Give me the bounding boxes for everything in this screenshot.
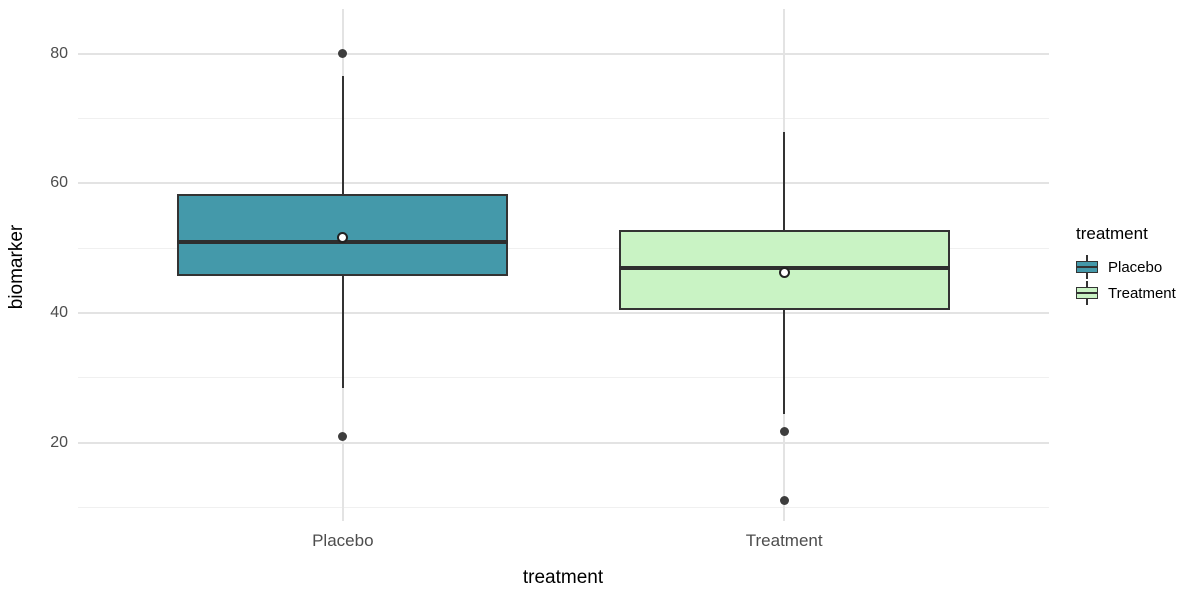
boxplot-key-icon — [1076, 255, 1098, 279]
mean-point — [337, 231, 349, 243]
y-tick-label: 80 — [50, 44, 68, 62]
upper-whisker — [783, 132, 786, 230]
legend-title: treatment — [1076, 224, 1148, 243]
x-tick-label: Treatment — [745, 531, 823, 550]
key-median-line — [1077, 292, 1097, 294]
key-box — [1076, 287, 1098, 299]
outlier-point — [779, 427, 789, 437]
legend: treatment Placebo Treatment — [1076, 224, 1196, 306]
y-major-gridline — [78, 52, 1049, 55]
upper-whisker — [341, 76, 344, 195]
x-axis-title: treatment — [522, 567, 604, 588]
outlier-point — [338, 431, 348, 441]
y-major-gridline — [78, 311, 1049, 314]
y-tick-label: 20 — [50, 433, 68, 451]
y-minor-gridline — [78, 377, 1049, 379]
y-minor-gridline — [78, 506, 1049, 508]
outlier-point — [779, 496, 789, 506]
lower-whisker — [341, 276, 344, 389]
y-major-gridline — [78, 182, 1049, 185]
legend-entry-treatment: Treatment — [1076, 280, 1196, 306]
legend-entry-placebo: Placebo — [1076, 254, 1196, 280]
outlier-point — [338, 49, 348, 59]
mean-point — [778, 267, 790, 279]
boxplot-key-icon — [1076, 281, 1098, 305]
lower-whisker — [783, 310, 786, 415]
y-minor-gridline — [78, 118, 1049, 120]
legend-label-placebo: Placebo — [1108, 258, 1163, 276]
key-box — [1076, 261, 1098, 273]
y-tick-label: 60 — [50, 174, 68, 192]
y-major-gridline — [78, 441, 1049, 444]
x-tick-label: Placebo — [312, 531, 374, 550]
legend-label-treatment: Treatment — [1108, 284, 1176, 302]
key-median-line — [1077, 266, 1097, 268]
y-tick-label: 40 — [50, 303, 68, 321]
